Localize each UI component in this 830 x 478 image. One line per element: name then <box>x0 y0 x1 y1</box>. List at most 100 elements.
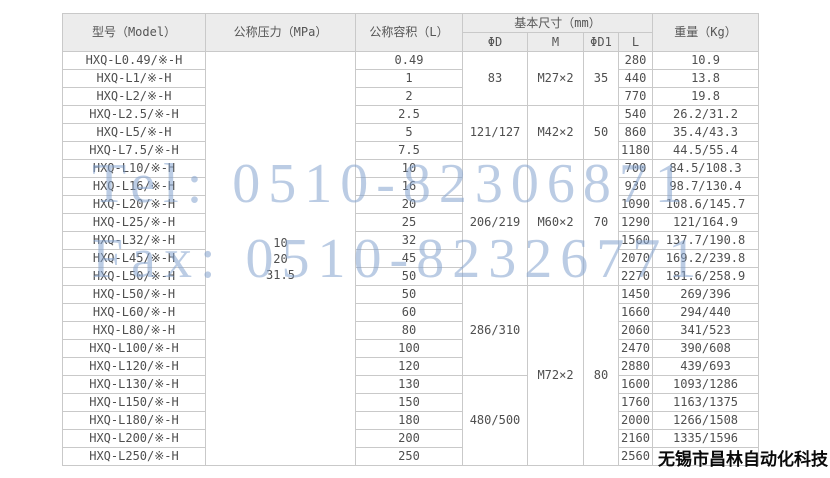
m-cell: M72×2 <box>527 285 584 466</box>
weight-cell: 19.8 <box>652 87 760 106</box>
volume-cell: 100 <box>355 339 463 358</box>
pressure-value: 31.5 <box>266 267 295 282</box>
model-cell: HXQ-L2.5/※-H <box>62 105 206 124</box>
l-cell: 1180 <box>617 141 654 160</box>
volume-cell: 2.5 <box>355 105 463 124</box>
spec-table: 型号（Model） 公称压力（MPa） 公称容积（L） 基本尺寸（mm） 重量（… <box>62 13 760 466</box>
table-row: HXQ-L150/※-H 150 1760 1163/1375 <box>62 393 760 412</box>
volume-cell: 1 <box>355 69 463 88</box>
weight-cell: 1093/1286 <box>652 375 760 394</box>
l-cell: 2270 <box>617 267 654 286</box>
weight-cell: 35.4/43.3 <box>652 123 760 142</box>
header-pressure: 公称压力（MPa） <box>205 13 356 52</box>
model-cell: HXQ-L130/※-H <box>62 375 206 394</box>
model-cell: HXQ-L0.49/※-H <box>62 51 206 70</box>
phi-d-cell: 206/219 <box>462 159 528 286</box>
table-row: HXQ-L50/※-H 50 2270 181.6/258.9 <box>62 267 760 286</box>
l-cell: 540 <box>617 105 654 124</box>
model-cell: HXQ-L50/※-H <box>62 267 206 286</box>
phi-d1-cell: 80 <box>583 285 619 466</box>
table-row: HXQ-L1/※-H 1 440 13.8 <box>62 69 760 88</box>
model-cell: HXQ-L60/※-H <box>62 303 206 322</box>
table-row: HXQ-L7.5/※-H 7.5 1180 44.5/55.4 <box>62 141 760 160</box>
model-cell: HXQ-L50/※-H <box>62 285 206 304</box>
weight-cell: 169.2/239.8 <box>652 249 760 268</box>
model-cell: HXQ-L2/※-H <box>62 87 206 106</box>
header-phi-d1: ΦD1 <box>583 32 619 52</box>
volume-cell: 120 <box>355 357 463 376</box>
volume-cell: 7.5 <box>355 141 463 160</box>
weight-cell: 44.5/55.4 <box>652 141 760 160</box>
header-l: L <box>617 32 654 52</box>
header-weight: 重量（Kg） <box>652 13 760 52</box>
volume-cell: 250 <box>355 447 463 466</box>
volume-cell: 10 <box>355 159 463 178</box>
l-cell: 2560 <box>617 447 654 466</box>
l-cell: 770 <box>617 87 654 106</box>
spec-table-body: HXQ-L0.49/※-H 10 20 31.5 0.49 83 M27×2 35 280 10.… <box>62 51 760 466</box>
table-row: HXQ-L25/※-H 25 1290 121/164.9 <box>62 213 760 232</box>
m-cell: M27×2 <box>527 51 584 106</box>
l-cell: 2880 <box>617 357 654 376</box>
phi-d-cell: 121/127 <box>462 105 528 160</box>
table-row: HXQ-L60/※-H 60 1660 294/440 <box>62 303 760 322</box>
model-cell: HXQ-L20/※-H <box>62 195 206 214</box>
l-cell: 440 <box>617 69 654 88</box>
model-cell: HXQ-L5/※-H <box>62 123 206 142</box>
m-cell: M42×2 <box>527 105 584 160</box>
volume-cell: 60 <box>355 303 463 322</box>
model-cell: HXQ-L250/※-H <box>62 447 206 466</box>
phi-d1-cell: 50 <box>583 105 619 160</box>
volume-cell: 25 <box>355 213 463 232</box>
model-cell: HXQ-L10/※-H <box>62 159 206 178</box>
model-cell: HXQ-L100/※-H <box>62 339 206 358</box>
weight-cell: 98.7/130.4 <box>652 177 760 196</box>
model-cell: HXQ-L120/※-H <box>62 357 206 376</box>
volume-cell: 20 <box>355 195 463 214</box>
l-cell: 280 <box>617 51 654 70</box>
l-cell: 700 <box>617 159 654 178</box>
table-row: HXQ-L10/※-H 10 206/219 M60×2 70 700 84.5/108.3 <box>62 159 760 286</box>
weight-cell: 390/608 <box>652 339 760 358</box>
header-model: 型号（Model） <box>62 13 206 52</box>
l-cell: 2060 <box>617 321 654 340</box>
l-cell: 1600 <box>617 375 654 394</box>
model-cell: HXQ-L200/※-H <box>62 429 206 448</box>
table-row: HXQ-L2/※-H 2 770 19.8 <box>62 87 760 106</box>
phi-d-cell: 83 <box>462 51 528 106</box>
model-cell: HXQ-L7.5/※-H <box>62 141 206 160</box>
table-row: HXQ-L200/※-H 200 2160 1335/1596 <box>62 429 760 448</box>
volume-cell: 80 <box>355 321 463 340</box>
model-cell: HXQ-L150/※-H <box>62 393 206 412</box>
weight-cell: 439/693 <box>652 357 760 376</box>
l-cell: 1090 <box>617 195 654 214</box>
model-cell: HXQ-L32/※-H <box>62 231 206 250</box>
weight-cell: 121/164.9 <box>652 213 760 232</box>
volume-cell: 50 <box>355 285 463 304</box>
table-row: HXQ-L45/※-H 45 2070 169.2/239.8 <box>62 249 760 268</box>
weight-cell <box>652 447 760 466</box>
pressure-value: 20 <box>273 251 288 266</box>
table-row: HXQ-L120/※-H 120 2880 439/693 <box>62 357 760 376</box>
pressure-cell: 10 20 31.5 <box>205 51 356 466</box>
volume-cell: 32 <box>355 231 463 250</box>
volume-cell: 16 <box>355 177 463 196</box>
volume-cell: 180 <box>355 411 463 430</box>
weight-cell: 26.2/31.2 <box>652 105 760 124</box>
volume-cell: 150 <box>355 393 463 412</box>
table-row: HXQ-L130/※-H 130 480/500 1600 1093/1286 <box>62 375 760 466</box>
header-phi-d: ΦD <box>462 32 528 52</box>
phi-d1-cell: 35 <box>583 51 619 106</box>
weight-cell: 1163/1375 <box>652 393 760 412</box>
model-cell: HXQ-L16/※-H <box>62 177 206 196</box>
volume-cell: 200 <box>355 429 463 448</box>
model-cell: HXQ-L80/※-H <box>62 321 206 340</box>
l-cell: 2000 <box>617 411 654 430</box>
volume-cell: 5 <box>355 123 463 142</box>
pressure-value: 10 <box>273 235 288 250</box>
volume-cell: 130 <box>355 375 463 394</box>
l-cell: 1290 <box>617 213 654 232</box>
table-row: HXQ-L50/※-H 50 286/310 M72×2 80 1450 269/396 <box>62 285 760 466</box>
weight-cell: 84.5/108.3 <box>652 159 760 178</box>
header-m: M <box>527 32 584 52</box>
